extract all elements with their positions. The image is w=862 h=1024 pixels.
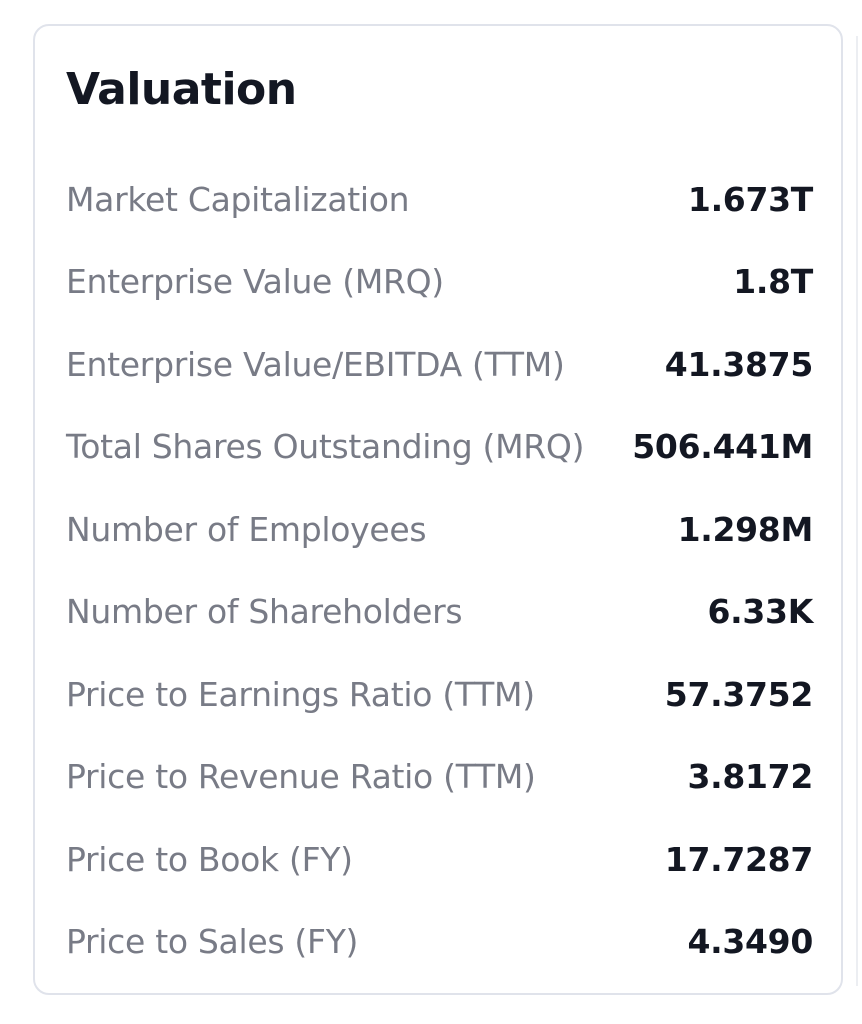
row-value: 1.8T [733,262,813,302]
row-enterprise-value: Enterprise Value (MRQ) 1.8T [66,241,813,324]
row-employees: Number of Employees 1.298M [66,488,813,571]
row-value: 1.673T [687,179,813,219]
row-label: Price to Revenue Ratio (TTM) [66,757,536,797]
row-market-cap: Market Capitalization 1.673T [66,158,813,241]
row-value: 1.298M [677,509,814,549]
row-label: Price to Earnings Ratio (TTM) [66,674,535,714]
adjacent-card-edge [856,36,858,986]
row-label: Price to Book (FY) [66,839,353,879]
row-shareholders: Number of Shareholders 6.33K [66,571,813,654]
row-value: 6.33K [707,592,814,632]
row-shares-outstanding: Total Shares Outstanding (MRQ) 506.441M [66,406,813,489]
row-label: Number of Shareholders [66,592,463,632]
valuation-card: Valuation Market Capitalization 1.673T En… [33,24,843,995]
row-value: 3.8172 [687,757,813,797]
row-label: Market Capitalization [66,179,410,219]
row-label: Price to Sales (FY) [66,922,359,962]
row-price-revenue: Price to Revenue Ratio (TTM) 3.8172 [66,736,813,819]
row-label: Total Shares Outstanding (MRQ) [66,427,585,467]
row-value: 506.441M [632,427,813,467]
row-pe-ratio: Price to Earnings Ratio (TTM) 57.3752 [66,653,813,736]
row-value: 57.3752 [664,674,814,714]
row-value: 4.3490 [687,922,813,962]
valuation-list: Market Capitalization 1.673T Enterprise V… [66,158,813,983]
row-ev-ebitda: Enterprise Value/EBITDA (TTM) 41.3875 [66,323,813,406]
row-price-book: Price to Book (FY) 17.7287 [66,818,813,901]
card-title: Valuation [66,64,297,115]
row-label: Number of Employees [66,509,427,549]
row-label: Enterprise Value/EBITDA (TTM) [66,344,565,384]
row-value: 41.3875 [664,344,814,384]
row-price-sales: Price to Sales (FY) 4.3490 [66,901,813,984]
row-label: Enterprise Value (MRQ) [66,262,444,302]
row-value: 17.7287 [664,839,814,879]
